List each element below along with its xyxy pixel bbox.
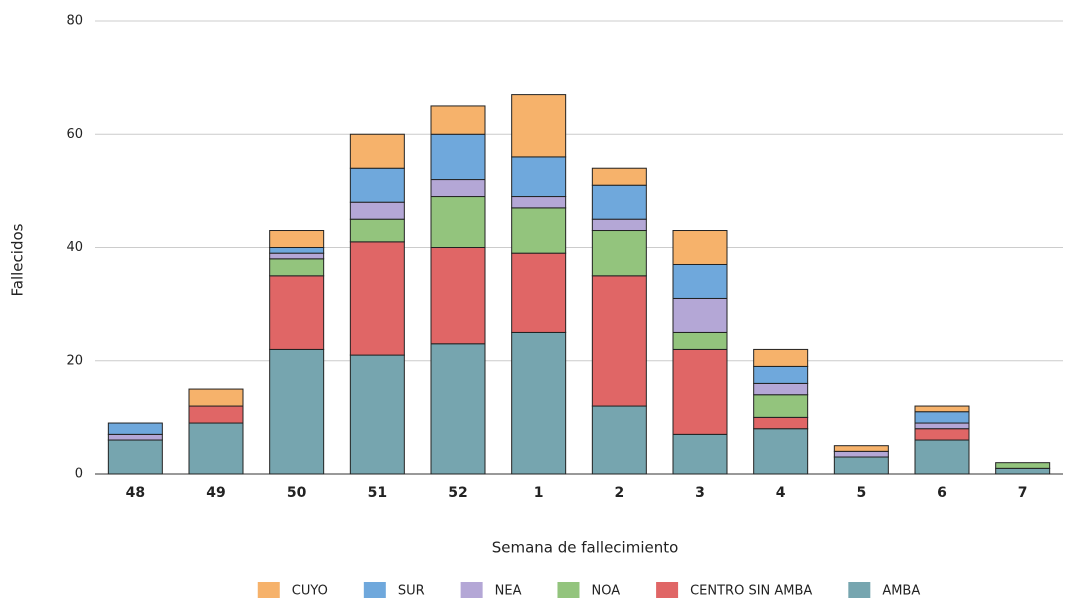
bar-segment xyxy=(430,105,486,135)
bar-segment xyxy=(269,348,325,475)
y-axis-title: Fallecidos xyxy=(9,223,27,296)
x-tick-label: 49 xyxy=(206,485,225,501)
x-tick-label: 5 xyxy=(856,485,866,501)
x-tick-label: 7 xyxy=(1018,485,1028,501)
legend-swatch xyxy=(460,582,483,598)
bar-segment xyxy=(914,405,970,413)
bar-segment xyxy=(349,167,405,203)
bar-segment xyxy=(511,94,567,158)
bar-segment xyxy=(349,133,405,169)
bar-segment xyxy=(269,247,325,254)
bar-segment xyxy=(753,348,809,367)
bar-segment xyxy=(430,247,486,345)
y-tick-label: 80 xyxy=(66,14,83,29)
bar-segment xyxy=(511,196,567,209)
bar-segment xyxy=(591,167,647,186)
bar-segment xyxy=(349,241,405,356)
bar-segment xyxy=(753,416,809,430)
bar-segment xyxy=(914,411,970,424)
legend-swatch xyxy=(557,582,580,598)
x-tick-label: 6 xyxy=(937,485,947,501)
legend-label: CENTRO SIN AMBA xyxy=(690,584,812,599)
bar-segment xyxy=(511,207,567,254)
bar-segment xyxy=(591,184,647,220)
y-tick-label: 40 xyxy=(66,240,83,255)
bar-segment xyxy=(430,343,486,475)
bar-segment xyxy=(753,428,809,475)
bar-segment xyxy=(672,433,728,475)
legend-swatch xyxy=(848,582,871,598)
x-tick-label: 3 xyxy=(695,485,705,501)
bar-segment xyxy=(188,388,244,407)
bar-segment xyxy=(188,405,244,424)
bar-segment xyxy=(995,467,1051,475)
legend-label: NEA xyxy=(495,584,522,599)
x-tick-label: 52 xyxy=(448,485,467,501)
x-tick-label: 4 xyxy=(776,485,786,501)
x-axis-title: Semana de fallecimiento xyxy=(492,539,679,557)
x-tick-label: 48 xyxy=(126,485,145,501)
legend-label: CUYO xyxy=(292,584,328,599)
bar-segment xyxy=(914,422,970,430)
legend-swatch xyxy=(363,582,386,598)
bar-segment xyxy=(591,218,647,232)
bar-segment xyxy=(833,445,889,452)
bar-segment xyxy=(833,450,889,458)
bar-segment xyxy=(349,201,405,220)
bar-segment xyxy=(430,179,486,198)
bar-segment xyxy=(591,230,647,277)
bar-segment xyxy=(672,331,728,350)
y-tick-label: 20 xyxy=(66,353,83,368)
bar-segment xyxy=(591,405,647,475)
bar-segment xyxy=(107,433,163,441)
bar-segment xyxy=(511,252,567,333)
y-tick-label: 0 xyxy=(75,467,83,482)
x-tick-label: 2 xyxy=(614,485,624,501)
bar-segment xyxy=(672,348,728,435)
bar-segment xyxy=(349,354,405,475)
bar-segment xyxy=(672,230,728,265)
bar-segment xyxy=(188,422,244,475)
legend-label: SUR xyxy=(398,584,425,599)
bar-segment xyxy=(269,252,325,260)
bar-segment xyxy=(430,133,486,181)
bar-segment xyxy=(107,422,163,435)
bar-segment xyxy=(269,230,325,248)
bar-segment xyxy=(672,263,728,299)
bar-segment xyxy=(914,439,970,475)
bar-segment xyxy=(430,196,486,249)
bar-segment xyxy=(753,365,809,384)
bar-segment xyxy=(591,275,647,407)
x-tick-label: 50 xyxy=(287,485,307,501)
bar-segment xyxy=(269,258,325,277)
legend-label: NOA xyxy=(591,584,620,599)
y-tick-label: 60 xyxy=(66,127,83,142)
bar-segment xyxy=(753,394,809,418)
legend-swatch xyxy=(656,582,679,598)
bar-segment xyxy=(753,382,809,396)
bar-segment xyxy=(995,462,1051,469)
bar-segment xyxy=(107,439,163,475)
bar-segment xyxy=(672,297,728,333)
bar-segment xyxy=(511,156,567,198)
bar-segment xyxy=(914,428,970,441)
bar-segment xyxy=(349,218,405,243)
legend-swatch xyxy=(257,582,280,598)
x-tick-label: 51 xyxy=(368,485,387,501)
x-tick-label: 1 xyxy=(534,485,544,501)
bar-segment xyxy=(511,331,567,475)
bar-segment xyxy=(833,456,889,475)
bar-segment xyxy=(269,275,325,350)
legend-label: AMBA xyxy=(882,584,920,599)
